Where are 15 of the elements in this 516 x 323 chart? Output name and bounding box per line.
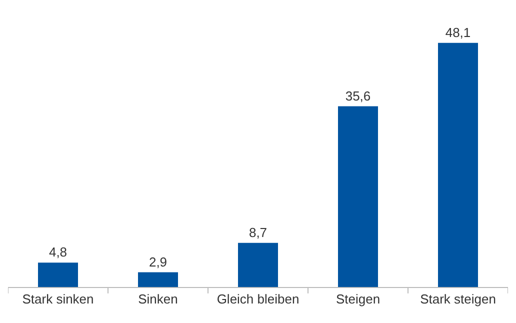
x-tick-label: Stark sinken: [22, 292, 94, 307]
x-tick-label: Gleich bleiben: [216, 292, 300, 307]
data-label: 48,1: [445, 24, 471, 40]
data-label: 8,7: [248, 224, 268, 240]
bar: [438, 42, 478, 287]
x-tick-label: Stark steigen: [420, 292, 496, 307]
data-label: 35,6: [345, 88, 371, 104]
bar: [38, 262, 78, 287]
data-label: 2,9: [148, 254, 168, 270]
bar: [138, 272, 178, 287]
x-tick-label: Steigen: [336, 292, 380, 307]
bar: [338, 106, 378, 287]
data-label: 4,8: [48, 244, 68, 260]
x-tick-label: Sinken: [138, 292, 178, 307]
bar: [238, 242, 278, 287]
